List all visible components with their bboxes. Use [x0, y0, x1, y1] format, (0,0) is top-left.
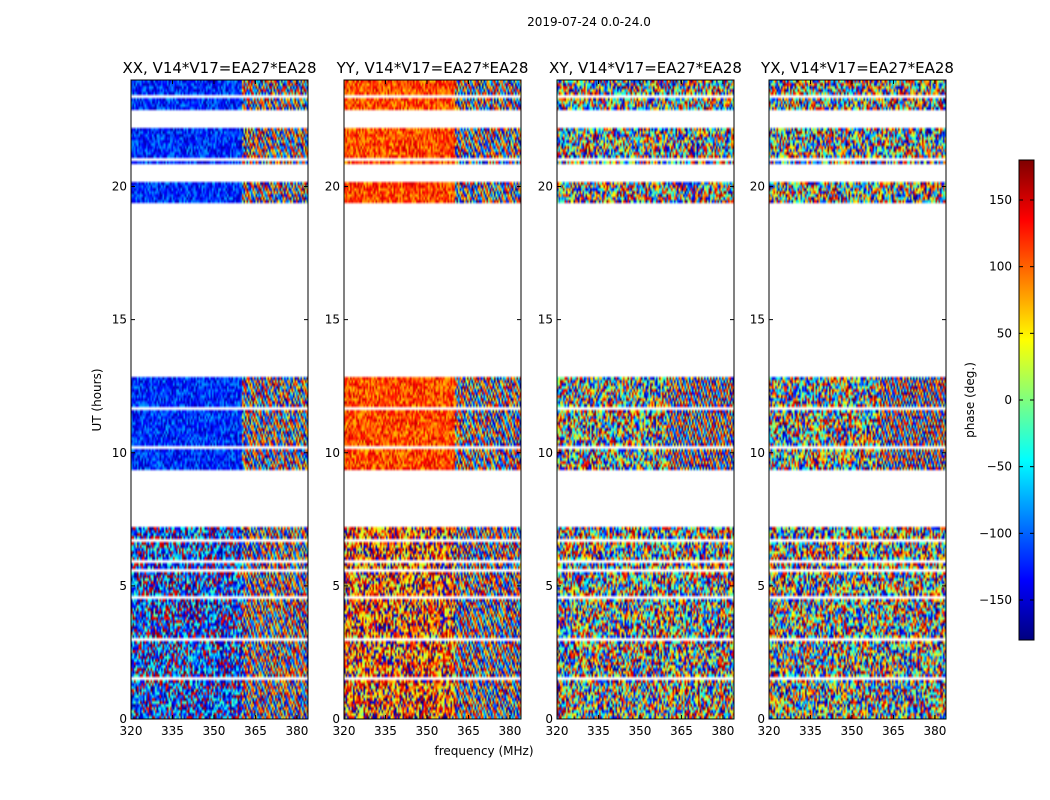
heatmap-image-xx [131, 80, 308, 719]
y-tick-label: 0 [332, 712, 340, 726]
panels: XX, V14*V17=EA27*EA28 320 335 350 365 380 0 5 10… [112, 59, 954, 738]
colorbar-tick-label: 0 [1004, 393, 1012, 407]
colorbar-tick-label: 100 [989, 260, 1012, 274]
colorbar-gradient [1019, 160, 1034, 640]
colorbar-tick-label: −50 [987, 460, 1012, 474]
x-tick-label: 335 [161, 724, 184, 738]
y-tick-label: 15 [112, 313, 127, 327]
x-tick-label: 335 [799, 724, 822, 738]
y-tick-label: 15 [538, 313, 553, 327]
y-tick-label: 15 [325, 313, 340, 327]
x-tick-label: 380 [923, 724, 946, 738]
plot-frame [768, 79, 947, 720]
x-tick-label: 350 [203, 724, 226, 738]
heatmap-image-xy [557, 80, 734, 719]
y-tick-label: 5 [332, 579, 340, 593]
heatmap-image-yx [769, 80, 946, 719]
x-tick-label: 320 [758, 724, 781, 738]
x-tick-label: 365 [882, 724, 905, 738]
colorbar-tick-label: 150 [989, 193, 1012, 207]
colorbar-label: phase (deg.) [963, 362, 977, 438]
panel-title: XX, V14*V17=EA27*EA28 [122, 59, 316, 77]
x-tick-label: 350 [629, 724, 652, 738]
y-tick-label: 20 [112, 180, 127, 194]
x-tick-label: 380 [285, 724, 308, 738]
y-axis-label: UT (hours) [90, 368, 104, 431]
y-tick-label: 0 [545, 712, 553, 726]
y-tick-label: 5 [119, 579, 127, 593]
y-tick-label: 20 [538, 180, 553, 194]
x-tick-label: 350 [416, 724, 439, 738]
y-tick-label: 10 [538, 446, 553, 460]
y-tick-label: 20 [325, 180, 340, 194]
colorbar-tick-label: 50 [997, 326, 1012, 340]
y-tick-label: 10 [112, 446, 127, 460]
panel-xx: XX, V14*V17=EA27*EA28 320 335 350 365 380 0 5 10… [112, 59, 317, 738]
plot-frame [130, 79, 309, 720]
panel-title: YY, V14*V17=EA27*EA28 [336, 59, 529, 77]
panel-title: YX, V14*V17=EA27*EA28 [760, 59, 954, 77]
y-tick-label: 0 [757, 712, 765, 726]
colorbar-ticks: 150 100 50 0 −50 −100 −150 [979, 193, 1034, 607]
y-tick-label: 10 [325, 446, 340, 460]
y-tick-label: 15 [750, 313, 765, 327]
x-tick-label: 380 [711, 724, 734, 738]
colorbar: 150 100 50 0 −50 −100 −150 phase (deg.) [963, 159, 1035, 641]
y-tick-label: 5 [757, 579, 765, 593]
x-tick-label: 320 [120, 724, 143, 738]
colorbar-tick-label: −100 [979, 526, 1012, 540]
x-axis-label: frequency (MHz) [434, 744, 533, 758]
x-tick-label: 320 [546, 724, 569, 738]
panel-title: XY, V14*V17=EA27*EA28 [549, 59, 742, 77]
x-tick-label: 350 [841, 724, 864, 738]
x-tick-label: 335 [374, 724, 397, 738]
panel-xy: XY, V14*V17=EA27*EA28 320 335 350 365 380 0 5 10… [538, 59, 742, 738]
y-tick-label: 20 [750, 180, 765, 194]
x-tick-label: 380 [498, 724, 521, 738]
x-tick-label: 320 [333, 724, 356, 738]
plot-frame [343, 79, 522, 720]
plot-frame [556, 79, 735, 720]
y-tick-label: 10 [750, 446, 765, 460]
x-tick-label: 365 [457, 724, 480, 738]
y-tick-label: 5 [545, 579, 553, 593]
panel-yy: YY, V14*V17=EA27*EA28 320 335 350 365 380 0 5 10… [325, 59, 529, 738]
panel-yx: YX, V14*V17=EA27*EA28 320 335 350 365 380 0 5 10… [750, 59, 954, 738]
x-tick-label: 365 [244, 724, 267, 738]
figure-suptitle: 2019-07-24 0.0-24.0 [527, 15, 651, 29]
heatmap-image-yy [344, 80, 521, 719]
colorbar-tick-label: −150 [979, 593, 1012, 607]
x-tick-label: 365 [670, 724, 693, 738]
x-tick-label: 335 [587, 724, 610, 738]
y-tick-label: 0 [119, 712, 127, 726]
